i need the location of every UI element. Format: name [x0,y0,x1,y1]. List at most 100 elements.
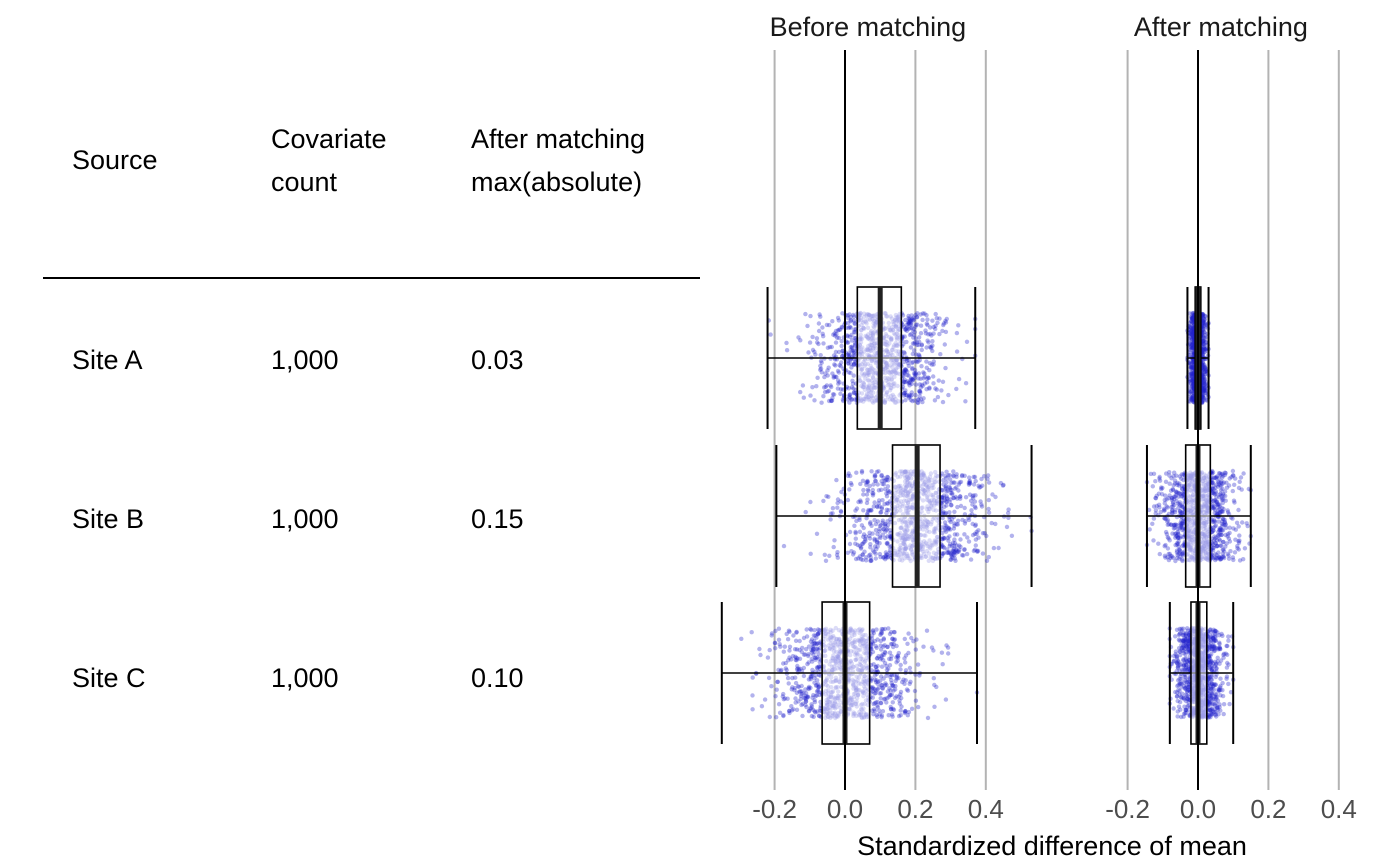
data-point-p0-g1 [878,522,884,528]
data-point-p0-g0 [908,318,913,323]
data-point-p0-g0 [934,316,939,321]
header-rule [43,277,700,279]
data-point-p0-g1 [954,474,959,479]
data-point-p0-g1 [883,523,888,529]
data-point-p0-g2 [812,699,818,705]
data-point-p1-g1 [1227,476,1232,481]
data-point-p0-g2 [878,700,884,706]
data-point-p0-g0 [838,364,843,369]
data-point-p0-g2 [739,636,744,641]
data-point-p0-g1 [943,526,948,531]
data-point-p0-g1 [974,548,980,553]
data-point-p0-g1 [856,556,861,561]
data-point-p0-g1 [980,483,985,488]
data-point-p0-g0 [904,326,909,331]
data-point-p0-g2 [874,688,879,693]
data-point-p0-g0 [902,367,908,372]
data-point-p0-g1 [861,508,866,513]
data-point-p0-g1 [856,499,861,505]
data-point-p0-g0 [901,393,907,398]
data-point-p0-g2 [913,647,918,652]
data-point-p0-g0 [821,394,826,399]
data-point-p0-g0 [954,386,959,392]
data-point-p0-g2 [878,632,883,637]
data-point-p0-g2 [895,658,900,663]
data-point-p0-g1 [939,500,945,505]
data-point-p0-g1 [861,534,866,539]
data-point-p0-g0 [901,359,907,365]
data-point-p0-g0 [917,335,922,340]
data-point-p0-g1 [873,478,878,484]
data-point-p1-g1 [1225,508,1230,513]
panel-title-1: After matching [1134,12,1308,42]
data-point-p0-g1 [998,480,1004,486]
data-point-p0-g1 [872,544,878,549]
data-point-p0-g0 [919,382,925,387]
data-point-p0-g1 [978,499,983,504]
data-point-p0-g2 [909,635,914,641]
data-point-p0-g0 [917,389,922,394]
data-point-p0-g1 [980,551,986,556]
data-point-p0-g2 [880,686,885,691]
data-point-p0-g0 [906,313,911,319]
data-point-p0-g2 [806,660,811,665]
data-point-p0-g1 [946,527,951,532]
data-point-p0-g1 [851,552,856,557]
data-point-p0-g2 [874,678,879,683]
data-point-p0-g0 [940,379,946,384]
data-point-p0-g0 [818,353,823,358]
data-point-p0-g2 [898,667,903,672]
data-point-p0-g0 [852,361,857,367]
data-point-p0-g1 [875,504,880,510]
data-point-p0-g2 [884,667,890,672]
data-point-p0-g0 [816,341,821,347]
data-point-p0-g1 [878,535,883,540]
data-point-p0-g0 [851,362,856,368]
data-point-p0-g2 [813,673,819,678]
data-point-p1-g0 [1188,361,1194,366]
data-point-p0-g1 [945,496,950,501]
data-point-p0-g1 [973,537,979,542]
data-point-p1-g1 [1241,471,1246,476]
data-point-p0-g1 [971,493,976,498]
data-point-p0-g1 [950,491,955,496]
data-point-p0-g0 [926,375,931,381]
data-point-p0-g0 [851,350,856,355]
data-point-p0-g1 [947,550,953,556]
data-point-p0-g2 [799,691,805,697]
data-point-p0-g1 [881,475,886,481]
data-point-p0-g1 [949,487,954,493]
row-c-count: 1,000 [271,663,339,693]
data-point-p0-g1 [962,505,967,511]
data-point-p0-g2 [886,666,891,671]
data-point-p0-g0 [835,368,841,374]
data-point-p0-g1 [859,545,864,550]
data-point-p0-g0 [903,327,908,332]
data-point-p0-g1 [943,483,949,489]
data-point-p0-g2 [898,713,903,718]
data-point-p0-g2 [882,626,888,632]
data-point-p0-g2 [796,684,802,689]
data-point-p0-g2 [809,650,814,655]
data-point-p0-g0 [853,360,858,365]
data-point-p0-g0 [824,322,830,328]
data-point-p0-g0 [852,342,858,347]
data-point-p0-g1 [968,498,974,503]
data-point-p0-g0 [906,320,911,325]
data-point-p0-g0 [913,372,919,377]
data-point-p0-g2 [817,666,823,671]
data-point-p0-g2 [875,703,880,708]
data-point-p0-g1 [862,549,867,554]
data-point-p0-g1 [872,473,877,478]
data-point-p0-g0 [923,328,928,333]
data-point-p0-g2 [870,628,876,633]
data-point-p0-g0 [906,358,912,363]
data-point-p0-g0 [903,367,909,372]
data-point-p0-g0 [807,340,813,345]
data-point-p0-g1 [873,521,879,527]
data-point-p0-g2 [882,661,888,666]
data-point-p0-g0 [836,335,842,341]
data-point-p0-g2 [766,675,772,681]
data-point-p0-g0 [818,363,823,369]
data-point-p0-g0 [902,370,907,375]
